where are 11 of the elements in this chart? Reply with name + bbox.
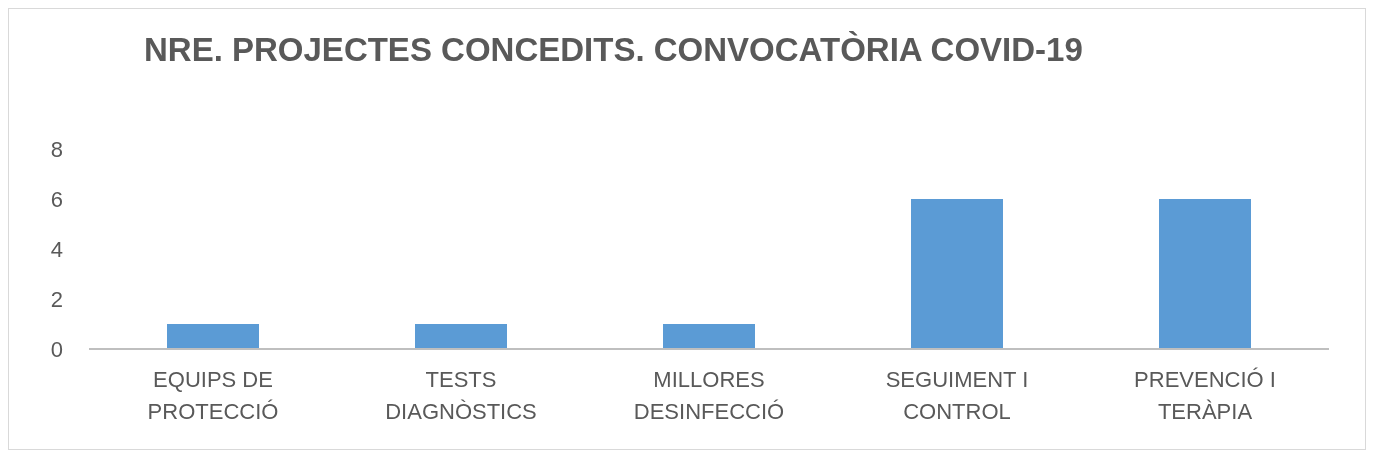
x-tick-label: PREVENCIÓ I TERÀPIA	[1134, 367, 1276, 424]
x-tick-label: MILLORES DESINFECCIÓ	[633, 367, 785, 424]
y-tick-label: 6	[50, 186, 63, 212]
chart-title: NRE. PROJECTES CONCEDITS. CONVOCATÒRIA COVID-19	[144, 31, 1083, 69]
x-tick-label: TESTS DIAGNÒSTICS	[385, 367, 537, 424]
x-tick-label: EQUIPS DE PROTECCIÓ	[147, 367, 279, 424]
y-tick-label: 4	[50, 236, 63, 262]
y-tick-label: 0	[50, 336, 63, 362]
y-tick-label: 2	[50, 286, 63, 312]
y-tick-label: 8	[50, 136, 63, 162]
x-tick-label: SEGUIMENT I CONTROL	[885, 367, 1029, 424]
